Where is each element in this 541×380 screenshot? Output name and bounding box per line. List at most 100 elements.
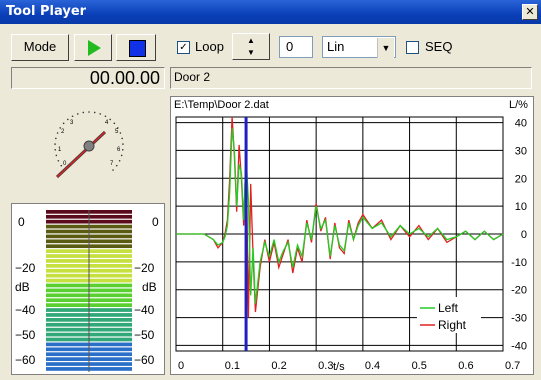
plot-legend: Left Right bbox=[417, 297, 481, 333]
meter-left-label-40: −40 bbox=[15, 303, 36, 317]
play-button[interactable] bbox=[74, 34, 112, 61]
series-line-left bbox=[176, 128, 504, 304]
gauge-tick bbox=[55, 154, 58, 157]
y-tick-label: 0 bbox=[521, 229, 527, 241]
waveform-plot[interactable]: E:\Temp\Door 2.dat L/% t/s 0 0.1 0.2 0.3 0.4… bbox=[170, 96, 534, 375]
gauge-tick bbox=[116, 127, 119, 129]
x-tick-label: 0.6 bbox=[458, 360, 473, 372]
loop-label: Loop bbox=[195, 39, 224, 54]
counter-input[interactable]: 0 bbox=[279, 36, 313, 58]
gauge-tick bbox=[122, 143, 124, 145]
gauge-label-0: 0 bbox=[63, 161, 67, 167]
gauge-label-5: 5 bbox=[115, 129, 119, 135]
gauge-tick bbox=[121, 137, 123, 140]
meter-right-label-20: −20 bbox=[134, 261, 155, 275]
loop-spinner[interactable]: ▲ ▼ bbox=[232, 33, 270, 60]
gauge-tick bbox=[56, 132, 59, 134]
gauge-label-7: 7 bbox=[110, 161, 114, 167]
meter-right-label-db: dB bbox=[142, 280, 157, 294]
gauge-tick bbox=[121, 149, 124, 151]
gauge-label-4: 4 bbox=[105, 120, 109, 126]
meter-left-label-50: −50 bbox=[15, 328, 36, 342]
gauge-tick bbox=[55, 137, 57, 140]
meter-right-label-40: −40 bbox=[134, 303, 155, 317]
gauge-tick bbox=[88, 111, 90, 113]
spin-down-icon[interactable]: ▼ bbox=[247, 48, 255, 57]
legend-left-label: Left bbox=[438, 301, 459, 315]
stop-button[interactable] bbox=[116, 34, 156, 61]
legend-box bbox=[417, 297, 481, 333]
play-icon bbox=[88, 40, 101, 56]
gauge-tick bbox=[62, 122, 65, 125]
gauge-label-1: 1 bbox=[58, 147, 62, 153]
meter-right-label-0: 0 bbox=[152, 215, 159, 229]
meter-left-label-20: −20 bbox=[15, 261, 36, 275]
y-tick-label: -20 bbox=[511, 285, 527, 297]
chevron-down-icon[interactable]: ▼ bbox=[377, 38, 394, 58]
file-name-display: Door 2 bbox=[170, 67, 532, 89]
y-axis-label: L/% bbox=[509, 99, 528, 111]
y-tick-label: 10 bbox=[515, 201, 527, 213]
gauge-tick bbox=[115, 164, 118, 167]
mode-button[interactable]: Mode bbox=[11, 34, 69, 61]
window-title: Tool Player bbox=[6, 4, 87, 19]
gauge-tick bbox=[93, 111, 96, 114]
plot-ticks: 0 0.1 0.2 0.3 0.4 0.5 0.6 0.7 40 30 20 10 0 -10 -20 -30… bbox=[178, 118, 527, 372]
gauge-needle bbox=[56, 131, 106, 178]
x-tick-label: 0.7 bbox=[505, 360, 520, 372]
gauge-tick bbox=[54, 149, 57, 151]
scale-select-value: Lin bbox=[327, 39, 345, 54]
gauge-tick bbox=[82, 111, 85, 114]
gauge-tick bbox=[54, 143, 56, 145]
x-axis-label: t/s bbox=[333, 361, 345, 373]
gauge-tick bbox=[57, 159, 60, 162]
gauge-tick bbox=[120, 154, 123, 157]
legend-right-label: Right bbox=[438, 318, 467, 332]
seq-label: SEQ bbox=[425, 39, 453, 54]
x-tick-label: 0.4 bbox=[365, 360, 380, 372]
gauge-tick bbox=[67, 118, 69, 121]
gauge-ticks bbox=[54, 111, 124, 171]
level-meter: 0 −20 dB −40 −50 −60 0 −20 dB −40 −50 −6… bbox=[11, 203, 165, 375]
gauge-tick bbox=[118, 159, 121, 162]
seq-checkbox[interactable] bbox=[406, 41, 419, 54]
gauge-tick bbox=[60, 164, 63, 167]
y-tick-label: 30 bbox=[515, 145, 527, 157]
meter-right-label-50: −50 bbox=[134, 328, 155, 342]
title-bar: Tool Player ✕ bbox=[0, 0, 541, 24]
x-tick-label: 0.2 bbox=[271, 360, 286, 372]
gauge-tick bbox=[104, 115, 107, 118]
meter-right-label-60: −60 bbox=[134, 353, 155, 367]
y-tick-label: 40 bbox=[515, 118, 527, 130]
close-button[interactable]: ✕ bbox=[522, 4, 538, 20]
gauge-label-2: 2 bbox=[61, 129, 65, 135]
gauge-label-3: 3 bbox=[70, 120, 74, 126]
gauge-label-6: 6 bbox=[117, 147, 121, 153]
y-tick-label: -30 bbox=[511, 313, 527, 325]
y-tick-label: 20 bbox=[515, 173, 527, 185]
spin-up-icon[interactable]: ▲ bbox=[247, 36, 255, 45]
x-tick-label: 0 bbox=[178, 360, 184, 372]
time-display: 00.00.00 bbox=[11, 67, 165, 89]
gauge-tick bbox=[112, 169, 114, 171]
gauge-tick bbox=[119, 132, 122, 134]
gauge-tick bbox=[109, 118, 111, 121]
meter-left-label-0: 0 bbox=[18, 215, 25, 229]
speed-gauge: 3 4 2 5 1 6 0 7 bbox=[11, 94, 165, 199]
scale-select[interactable]: Lin ▼ bbox=[322, 36, 396, 58]
stop-icon bbox=[129, 40, 146, 57]
y-tick-label: -10 bbox=[511, 257, 527, 269]
x-tick-label: 0.5 bbox=[412, 360, 427, 372]
gauge-hub bbox=[83, 140, 95, 152]
loop-checkbox[interactable]: ✓ bbox=[177, 41, 190, 54]
x-tick-label: 0.3 bbox=[318, 360, 333, 372]
plot-series bbox=[176, 116, 504, 351]
gauge-tick bbox=[99, 113, 102, 115]
meter-left-label-db: dB bbox=[15, 280, 30, 294]
x-tick-label: 0.1 bbox=[225, 360, 240, 372]
plot-title: E:\Temp\Door 2.dat bbox=[174, 99, 269, 111]
gauge-tick bbox=[76, 113, 79, 115]
gauge-tick bbox=[71, 115, 74, 118]
gauge-tick bbox=[59, 127, 62, 129]
gauge-tick bbox=[113, 122, 116, 125]
